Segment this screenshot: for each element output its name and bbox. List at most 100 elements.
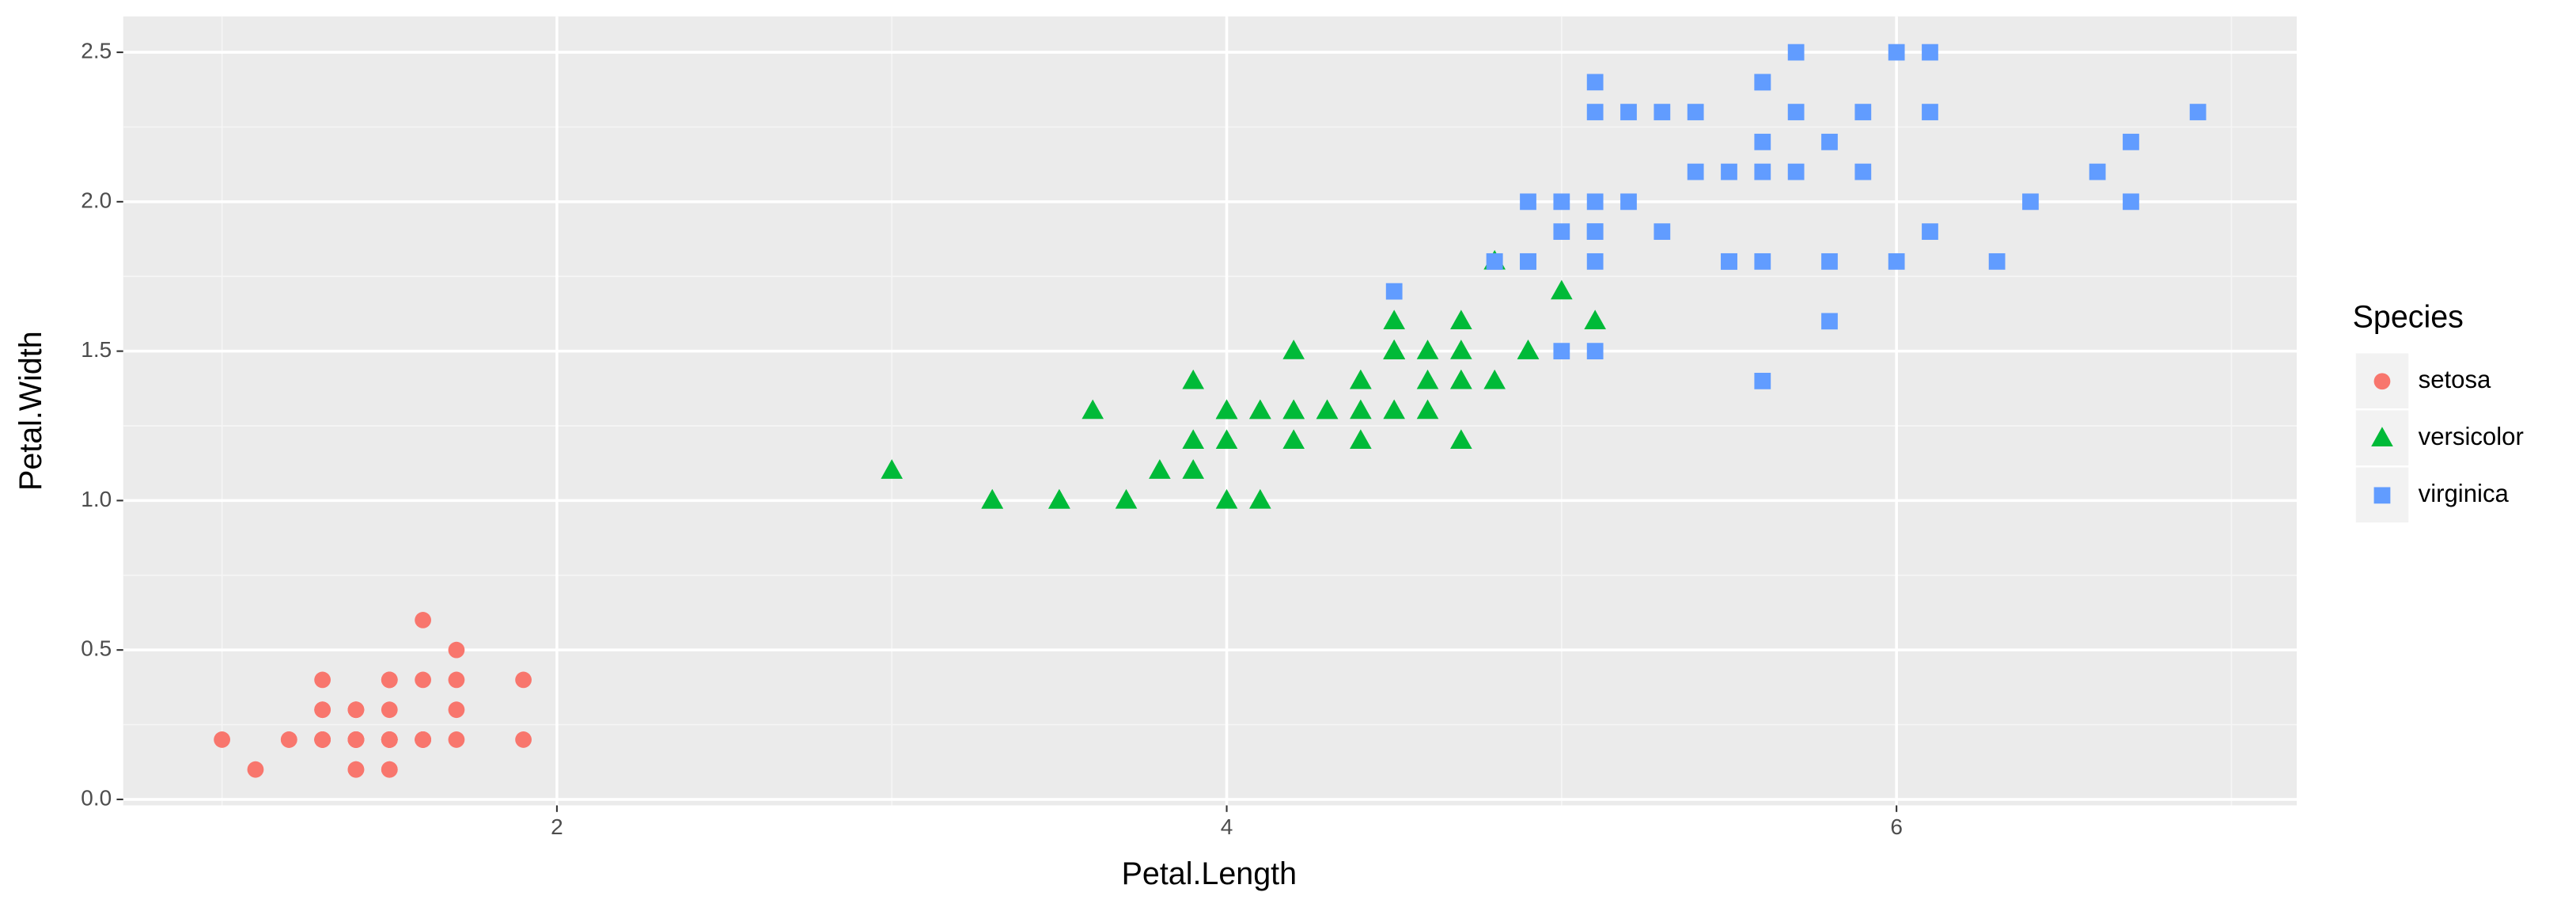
- y-tick-label: 0.0: [81, 785, 112, 810]
- triangle-point: [1182, 429, 1205, 450]
- square-point: [1687, 163, 1704, 180]
- triangle-point: [1282, 399, 1305, 420]
- circle-point: [347, 761, 365, 778]
- y-tick-label: 2.5: [81, 38, 112, 63]
- circle-point: [515, 731, 532, 748]
- triangle-point: [1450, 340, 1472, 359]
- square-point: [2089, 163, 2106, 180]
- circle-point: [347, 701, 365, 719]
- triangle-point: [1416, 369, 1439, 389]
- triangle-point: [1584, 309, 1606, 330]
- square-point: [2123, 193, 2139, 211]
- square-point: [1854, 104, 1872, 120]
- circle-point: [314, 701, 331, 719]
- triangle-point: [881, 459, 903, 479]
- square-point: [1553, 343, 1570, 360]
- circle-point: [448, 701, 465, 719]
- square-point: [1687, 104, 1704, 120]
- circle-point: [381, 701, 398, 719]
- square-point: [2189, 104, 2207, 120]
- square-point: [1922, 44, 1938, 61]
- x-tick-label: 4: [1221, 814, 1233, 839]
- triangle-point: [1450, 429, 1472, 450]
- triangle-point: [1282, 340, 1305, 359]
- square-point: [1586, 252, 1604, 270]
- square-point: [1854, 163, 1872, 180]
- square-point: [1385, 283, 1403, 300]
- square-point: [1787, 163, 1805, 180]
- triangle-point: [1350, 429, 1372, 450]
- triangle-point: [1282, 429, 1305, 450]
- triangle-point: [2371, 427, 2393, 446]
- square-point: [1586, 74, 1604, 91]
- points: [214, 44, 2207, 778]
- y-tick-label: 0.5: [81, 636, 112, 661]
- circle-point: [448, 671, 465, 689]
- square-point: [1721, 163, 1737, 180]
- square-point: [1821, 252, 1838, 270]
- triangle-point: [981, 488, 1004, 509]
- triangle-point: [1182, 369, 1205, 389]
- square-point: [1586, 193, 1604, 211]
- legend-title: Species: [2353, 299, 2464, 334]
- triangle-point: [1350, 399, 1372, 420]
- triangle-point: [1383, 340, 1405, 359]
- square-point: [1620, 104, 1637, 120]
- triangle-point: [1450, 369, 1472, 389]
- circle-point: [381, 761, 398, 778]
- square-point: [1988, 252, 2006, 270]
- circle-point: [347, 731, 365, 748]
- square-point: [2022, 193, 2039, 211]
- triangle-point: [1048, 488, 1070, 509]
- circle-point: [214, 731, 231, 748]
- circle-point: [448, 641, 465, 659]
- square-point: [1888, 44, 1905, 61]
- triangle-point: [1182, 459, 1205, 479]
- circle-point: [381, 731, 398, 748]
- circle-point: [314, 731, 331, 748]
- square-point: [1787, 44, 1805, 61]
- square-point: [1754, 252, 1771, 270]
- square-point: [1754, 133, 1771, 150]
- y-tick-label: 1.5: [81, 337, 112, 362]
- triangle-point: [1249, 488, 1271, 509]
- square-point: [1620, 193, 1637, 211]
- axes: 2 4 6 0.0 0.5 1.0 1.5 2.0 2.5: [81, 38, 1903, 838]
- square-point: [1553, 193, 1570, 211]
- triangle-point: [1416, 340, 1439, 359]
- circle-point: [415, 731, 431, 748]
- circle-point: [280, 731, 297, 748]
- circle-point: [247, 761, 264, 778]
- triangle-point: [1149, 459, 1171, 479]
- square-point: [1888, 252, 1905, 270]
- square-point: [1520, 193, 1536, 211]
- square-point: [1721, 252, 1737, 270]
- triangle-point: [1215, 488, 1238, 509]
- square-point: [1821, 133, 1838, 150]
- square-point: [1754, 372, 1771, 389]
- triangle-point: [1316, 399, 1339, 420]
- triangle-point: [1551, 279, 1573, 300]
- x-tick-label: 2: [551, 814, 563, 839]
- grid: [123, 16, 2297, 806]
- square-point: [1654, 104, 1671, 120]
- square-point: [1586, 343, 1604, 360]
- x-tick-label: 6: [1890, 814, 1903, 839]
- legend-label: versicolor: [2419, 423, 2524, 450]
- legend-label: setosa: [2419, 366, 2491, 393]
- circle-point: [314, 671, 331, 689]
- triangle-point: [1215, 429, 1238, 450]
- triangle-point: [1517, 340, 1540, 359]
- square-point: [1486, 252, 1503, 270]
- triangle-point: [1483, 369, 1506, 389]
- square-point: [1586, 223, 1604, 240]
- triangle-point: [1416, 399, 1439, 420]
- square-point: [1654, 223, 1671, 240]
- square-point: [1787, 104, 1805, 120]
- x-axis-title: Petal.Length: [1122, 856, 1297, 891]
- square-point: [2373, 487, 2391, 504]
- triangle-point: [1082, 399, 1104, 420]
- legend: Species setosa versicolor virginica: [2353, 299, 2524, 523]
- circle-point: [415, 671, 431, 689]
